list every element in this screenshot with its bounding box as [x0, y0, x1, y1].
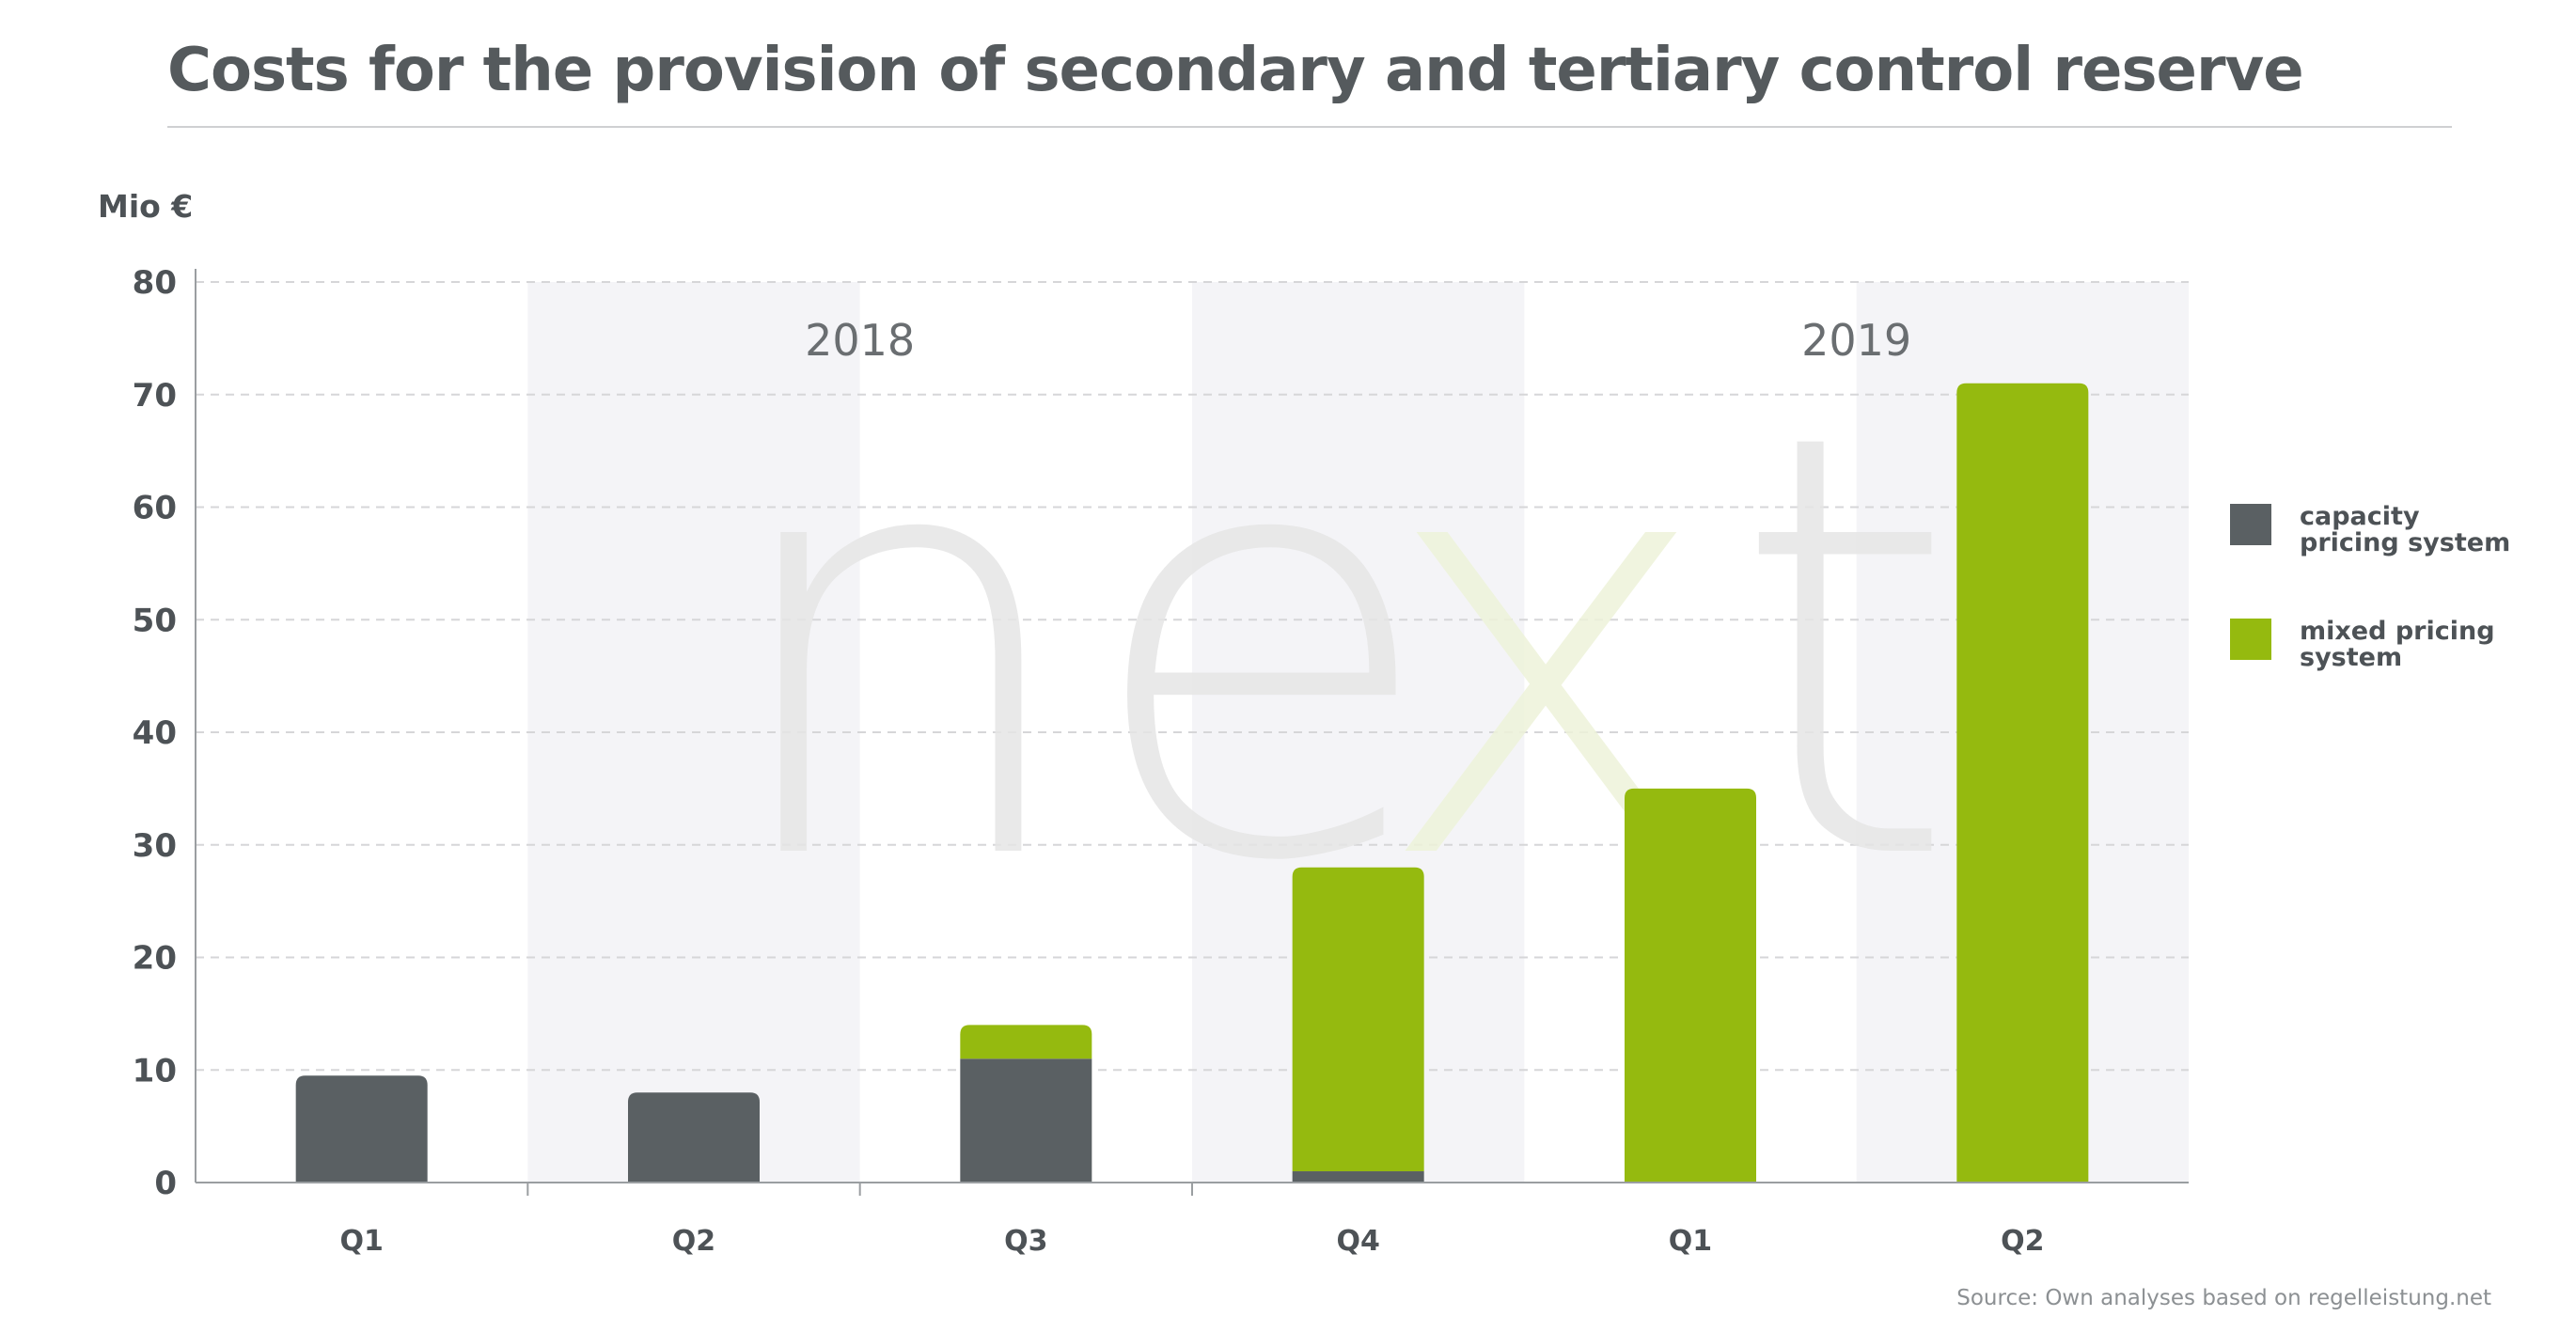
y-tick-labels: 0 10 20 30 40 50 60 70 80 [133, 264, 177, 1202]
gridlines [196, 281, 2189, 1072]
x-category-label: Q2 [2001, 1225, 2044, 1258]
bar-mixed-segment [1292, 867, 1424, 1172]
legend-swatch-capacity [2230, 504, 2271, 545]
year-label: 2019 [1801, 315, 1911, 366]
x-category-label: Q3 [1004, 1225, 1047, 1258]
y-tick-label: 40 [133, 714, 177, 752]
x-category-label: Q1 [339, 1225, 383, 1258]
watermark-letter-t: t [1730, 311, 1958, 989]
legend: capacity pricing system mixed pricing sy… [2230, 504, 2516, 733]
source-note: Source: Own analyses based on regelleist… [1956, 1286, 2491, 1310]
legend-swatch-mixed [2230, 619, 2271, 660]
legend-label-mixed: mixed pricing system [2300, 617, 2495, 672]
watermark-letter-n: n [715, 311, 1084, 989]
x-tick-labels: Q1 Q2 Q3 Q4 Q1 Q2 [339, 1225, 2044, 1258]
bars [295, 383, 2089, 1183]
x-category-label: Q4 [1336, 1225, 1379, 1258]
y-tick-label: 0 [154, 1165, 177, 1202]
axes [195, 269, 2189, 1196]
y-tick-label: 30 [133, 827, 177, 865]
x-category-label: Q1 [1669, 1225, 1712, 1258]
bar-capacity-segment [295, 1075, 428, 1183]
bar-mixed-segment [1625, 788, 1756, 1183]
year-label: 2018 [805, 315, 915, 366]
year-labels: 2018 2019 [805, 315, 1911, 366]
legend-item-mixed: mixed pricing system [2230, 619, 2516, 671]
bar-mixed-segment [1956, 383, 2089, 1183]
y-tick-label: 50 [133, 602, 177, 639]
legend-item-capacity: capacity pricing system [2230, 504, 2516, 556]
y-tick-label: 10 [133, 1052, 177, 1089]
y-tick-label: 80 [133, 264, 177, 302]
title-divider [167, 126, 2452, 128]
y-axis-unit-label: Mio € [98, 188, 194, 225]
y-tick-label: 20 [133, 940, 177, 978]
bar-capacity-segment [960, 1058, 1092, 1183]
legend-label-capacity: capacity pricing system [2300, 502, 2511, 557]
bar-capacity-segment [628, 1092, 760, 1183]
x-category-label: Q2 [672, 1225, 715, 1258]
watermark-logo: n e x t [715, 311, 1958, 989]
bar-capacity-segment [1292, 1171, 1424, 1183]
chart-title: Costs for the provision of secondary and… [167, 36, 2304, 105]
y-tick-label: 70 [133, 377, 177, 415]
bar-mixed-segment [960, 1025, 1092, 1059]
y-tick-label: 60 [133, 490, 177, 527]
